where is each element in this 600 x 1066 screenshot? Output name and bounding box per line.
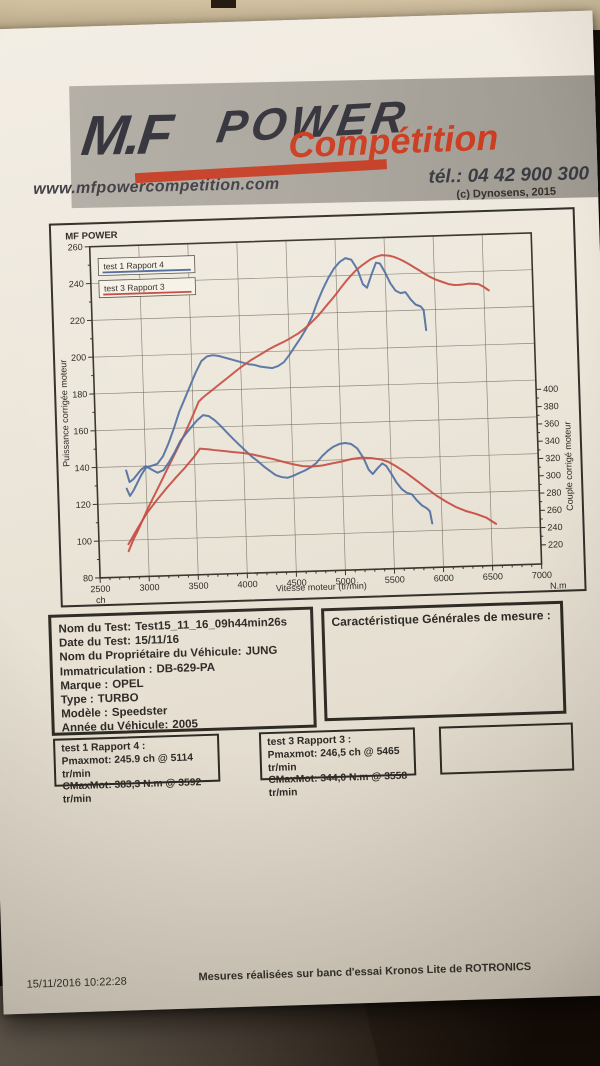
svg-text:3000: 3000 xyxy=(139,582,159,593)
legend-item-1: test 3 Rapport 3 xyxy=(98,277,197,299)
chart-curves xyxy=(125,254,498,553)
curve-3 xyxy=(127,447,498,546)
svg-text:240: 240 xyxy=(547,522,562,532)
curve-2 xyxy=(125,414,434,525)
svg-text:380: 380 xyxy=(543,401,558,411)
legend-item-0: test 1 Rapport 4 xyxy=(97,255,196,277)
info-label: Marque : xyxy=(60,678,109,693)
info-value: JUNG xyxy=(245,645,278,659)
svg-text:100: 100 xyxy=(77,536,92,546)
x-axis-title: Vitesse moteur (tr/min) xyxy=(276,581,367,594)
svg-text:80: 80 xyxy=(83,573,93,583)
svg-text:180: 180 xyxy=(72,389,87,399)
svg-text:test 3 Rapport 3: test 3 Rapport 3 xyxy=(104,282,165,294)
measure-box-title: Caractéristique Générales de mesure : xyxy=(331,608,552,629)
svg-text:4000: 4000 xyxy=(237,579,257,590)
info-label: Nom du Test: xyxy=(58,621,132,636)
footer-timestamp: 15/11/2016 10:22:28 xyxy=(26,975,127,991)
phone-number: tél.: 04 42 900 300 xyxy=(428,163,590,188)
svg-text:340: 340 xyxy=(545,436,560,446)
result-box-test3: test 3 Rapport 3 : Pmaxmot: 246,5 ch @ 5… xyxy=(258,727,417,799)
result-cmax: CMaxMot: 383,3 N.m @ 3592 tr/min xyxy=(62,777,202,806)
background-notch xyxy=(211,0,236,8)
info-label: Date du Test: xyxy=(58,635,132,650)
chart-axes: 2500 3000 3500 4000 4500 5000 5500 6000 6500 7000… xyxy=(67,242,563,595)
website-url: www.mfpowercompetition.com xyxy=(33,175,280,198)
svg-text:240: 240 xyxy=(69,279,84,289)
svg-text:400: 400 xyxy=(543,384,558,394)
logo-competition: Compétition xyxy=(287,116,500,166)
info-value: 15/11/16 xyxy=(134,634,180,648)
copyright-note: (c) Dynosens, 2015 xyxy=(456,185,557,201)
svg-text:320: 320 xyxy=(545,453,560,463)
svg-text:160: 160 xyxy=(73,426,88,436)
result-cmax: CMaxMot: 344,0 N.m @ 3558 tr/min xyxy=(268,771,408,800)
curve-0 xyxy=(125,257,428,497)
svg-text:260: 260 xyxy=(547,505,562,515)
result-title xyxy=(447,728,565,732)
svg-text:3500: 3500 xyxy=(188,581,208,592)
svg-text:test 1 Rapport 4: test 1 Rapport 4 xyxy=(103,260,164,272)
chart-watermark: MF POWER xyxy=(65,230,118,243)
y-left-axis-title: Puissance corrigée moteur xyxy=(58,360,71,468)
svg-text:140: 140 xyxy=(74,463,89,473)
svg-text:7000: 7000 xyxy=(532,570,552,581)
result-box-test1: test 1 Rapport 4 : Pmaxmot: 245.9 ch @ 5… xyxy=(52,733,221,806)
svg-text:6000: 6000 xyxy=(434,573,454,584)
x-left-unit: ch xyxy=(96,595,106,605)
svg-text:360: 360 xyxy=(544,418,559,428)
info-label: Année du Véhicule: xyxy=(61,719,169,735)
info-value: Speedster xyxy=(111,705,168,720)
info-value: 2005 xyxy=(172,718,199,732)
svg-text:220: 220 xyxy=(70,316,85,326)
vehicle-info-box: Nom du Test: Test15_11_16_09h44min26s Dat… xyxy=(48,606,317,736)
svg-text:220: 220 xyxy=(548,539,563,549)
svg-text:2500: 2500 xyxy=(90,584,110,595)
svg-text:5500: 5500 xyxy=(385,574,405,585)
info-value: OPEL xyxy=(112,677,144,691)
svg-text:300: 300 xyxy=(546,470,561,480)
dyno-chart-svg: 2500 3000 3500 4000 4500 5000 5500 6000 6500 7000… xyxy=(58,230,575,605)
info-label: Type : xyxy=(60,693,94,707)
dyno-report-page: M.F POWER Compétition tél.: 04 42 900 30… xyxy=(0,10,600,1015)
info-value: DB-629-PA xyxy=(156,661,216,676)
svg-text:4500: 4500 xyxy=(286,577,306,588)
info-label: Immatriculation : xyxy=(59,663,153,679)
curve-1 xyxy=(127,254,490,553)
y-right-axis-title: Couple corrigé moteur xyxy=(562,421,575,510)
info-value: TURBO xyxy=(97,692,139,706)
x-right-unit: N.m xyxy=(550,580,567,591)
svg-text:200: 200 xyxy=(71,352,86,362)
svg-text:5000: 5000 xyxy=(336,576,356,587)
logo-mf: M.F xyxy=(78,102,174,168)
info-label: Modèle : xyxy=(61,707,109,721)
footer-bench-note: Mesures réalisées sur banc d'essai Krono… xyxy=(198,960,532,984)
svg-text:260: 260 xyxy=(67,242,82,252)
svg-text:120: 120 xyxy=(76,500,91,510)
svg-text:6500: 6500 xyxy=(483,571,503,582)
dyno-chart: 2500 3000 3500 4000 4500 5000 5500 6000 6500 7000… xyxy=(48,207,587,608)
svg-text:280: 280 xyxy=(546,487,561,497)
measure-characteristics-box: Caractéristique Générales de mesure : xyxy=(321,600,567,722)
result-box-empty xyxy=(438,722,575,775)
